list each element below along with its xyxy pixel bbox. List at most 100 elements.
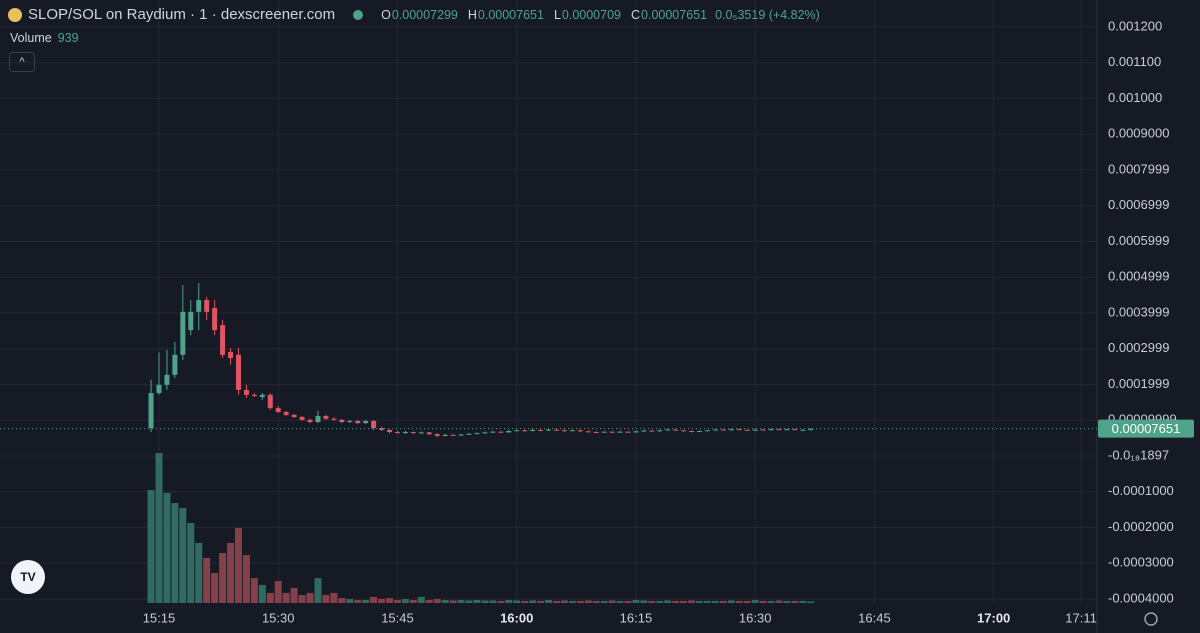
ohlc-value: 0.00007299 [391, 7, 458, 22]
volume-bar [417, 596, 425, 603]
volume-legend: Volume 939 [10, 31, 79, 45]
legend-header: SLOP/SOL on Raydium · 1 · dexscreener.co… [8, 6, 820, 23]
volume-bar [386, 598, 394, 603]
candle-body [617, 431, 623, 433]
candle-body [212, 307, 218, 331]
y-tick-label: -0.0004000 [1108, 591, 1174, 606]
volume-bar [322, 595, 330, 603]
ohlc-value: 0.00007651 [477, 7, 544, 22]
volume-bar [783, 600, 791, 603]
volume-bar [505, 599, 513, 603]
candle-body [538, 429, 544, 431]
volume-bar [521, 600, 529, 603]
ohlc-key: H [467, 7, 477, 22]
volume-bar [576, 600, 584, 603]
symbol-title: SLOP/SOL on Raydium · 1 · dexscreener.co… [28, 6, 336, 23]
volume-bar [497, 600, 505, 603]
volume-bar [171, 503, 179, 603]
candle-body [235, 354, 241, 390]
settings-icon[interactable] [1144, 612, 1158, 626]
volume-bar [719, 600, 727, 603]
volume-bar [759, 600, 767, 603]
candle-body [744, 429, 750, 431]
volume-bar [600, 600, 608, 603]
y-tick-label: 0.0007999 [1108, 161, 1169, 176]
volume-value: 939 [57, 31, 79, 45]
volume-bar [338, 598, 346, 603]
candle-body [506, 430, 512, 433]
collapse-button[interactable]: ^ [9, 52, 35, 72]
candle-body [522, 430, 528, 432]
volume-bar [656, 600, 664, 603]
candle-body [474, 433, 480, 435]
volume-bar [433, 599, 441, 603]
x-tick-label: 17:11 [1065, 610, 1097, 625]
ohlc-value: 0.0000709 [561, 7, 621, 22]
y-tick-label: 0.0006999 [1108, 197, 1169, 212]
candle-body [593, 432, 599, 434]
y-tick-label: 0.001000 [1108, 90, 1162, 105]
candle-body [347, 420, 353, 423]
volume-bar [314, 578, 322, 603]
volume-bar [672, 600, 680, 603]
volume-bar [242, 555, 250, 603]
volume-bar [568, 600, 576, 603]
volume-bar [696, 600, 704, 603]
volume-bar [187, 522, 195, 603]
candle-body [387, 429, 393, 433]
x-tick-label: 15:15 [143, 610, 176, 625]
volume-bar [378, 599, 386, 603]
candle-body [657, 430, 663, 432]
x-tick-label: 15:30 [262, 610, 295, 625]
candle-body [681, 430, 687, 432]
candle-body [243, 389, 249, 395]
candle-body [490, 431, 496, 433]
candle-body [251, 394, 257, 396]
volume-bar [449, 600, 457, 603]
candle-body [697, 430, 703, 432]
x-tick-label: 16:00 [500, 610, 533, 625]
volume-bar [203, 557, 211, 603]
candle-body [553, 429, 559, 431]
volume-bar [640, 600, 648, 603]
volume-bar [155, 453, 163, 603]
plot-layer [0, 0, 1098, 633]
candle-body [204, 300, 210, 312]
volume-bar [179, 507, 187, 603]
candle-body [546, 429, 551, 431]
volume-bar [592, 600, 600, 603]
candle-body [323, 415, 329, 419]
candle-body [720, 429, 726, 431]
candle-body [736, 429, 742, 431]
candle-body [609, 431, 615, 433]
candle-body [482, 432, 488, 434]
candle-body [514, 430, 520, 432]
candle-body [188, 311, 194, 331]
candle-body [776, 429, 782, 431]
candle-body [689, 430, 695, 432]
y-tick-label: 0.0002999 [1108, 340, 1169, 355]
volume-bar [258, 584, 266, 603]
volume-bar [711, 600, 719, 603]
candle-body [704, 430, 710, 432]
volume-bar [266, 592, 274, 603]
y-tick-label: 0.0001999 [1108, 376, 1169, 391]
candle-body [299, 417, 305, 420]
candle-body [585, 431, 591, 433]
candle-body [379, 428, 385, 430]
candle-body [259, 394, 265, 397]
candle-body [649, 430, 655, 432]
volume-bar [735, 600, 743, 603]
candle-body [283, 412, 289, 415]
candle-body [220, 325, 226, 355]
x-tick-label: 15:45 [381, 610, 414, 625]
volume-bar [743, 600, 751, 603]
candle-body [291, 414, 297, 418]
candle-body [673, 429, 679, 431]
candle-body [394, 432, 400, 434]
candle-body [450, 434, 456, 436]
candle-body [760, 429, 766, 431]
candle-body [228, 351, 234, 359]
volume-bar [425, 599, 433, 603]
